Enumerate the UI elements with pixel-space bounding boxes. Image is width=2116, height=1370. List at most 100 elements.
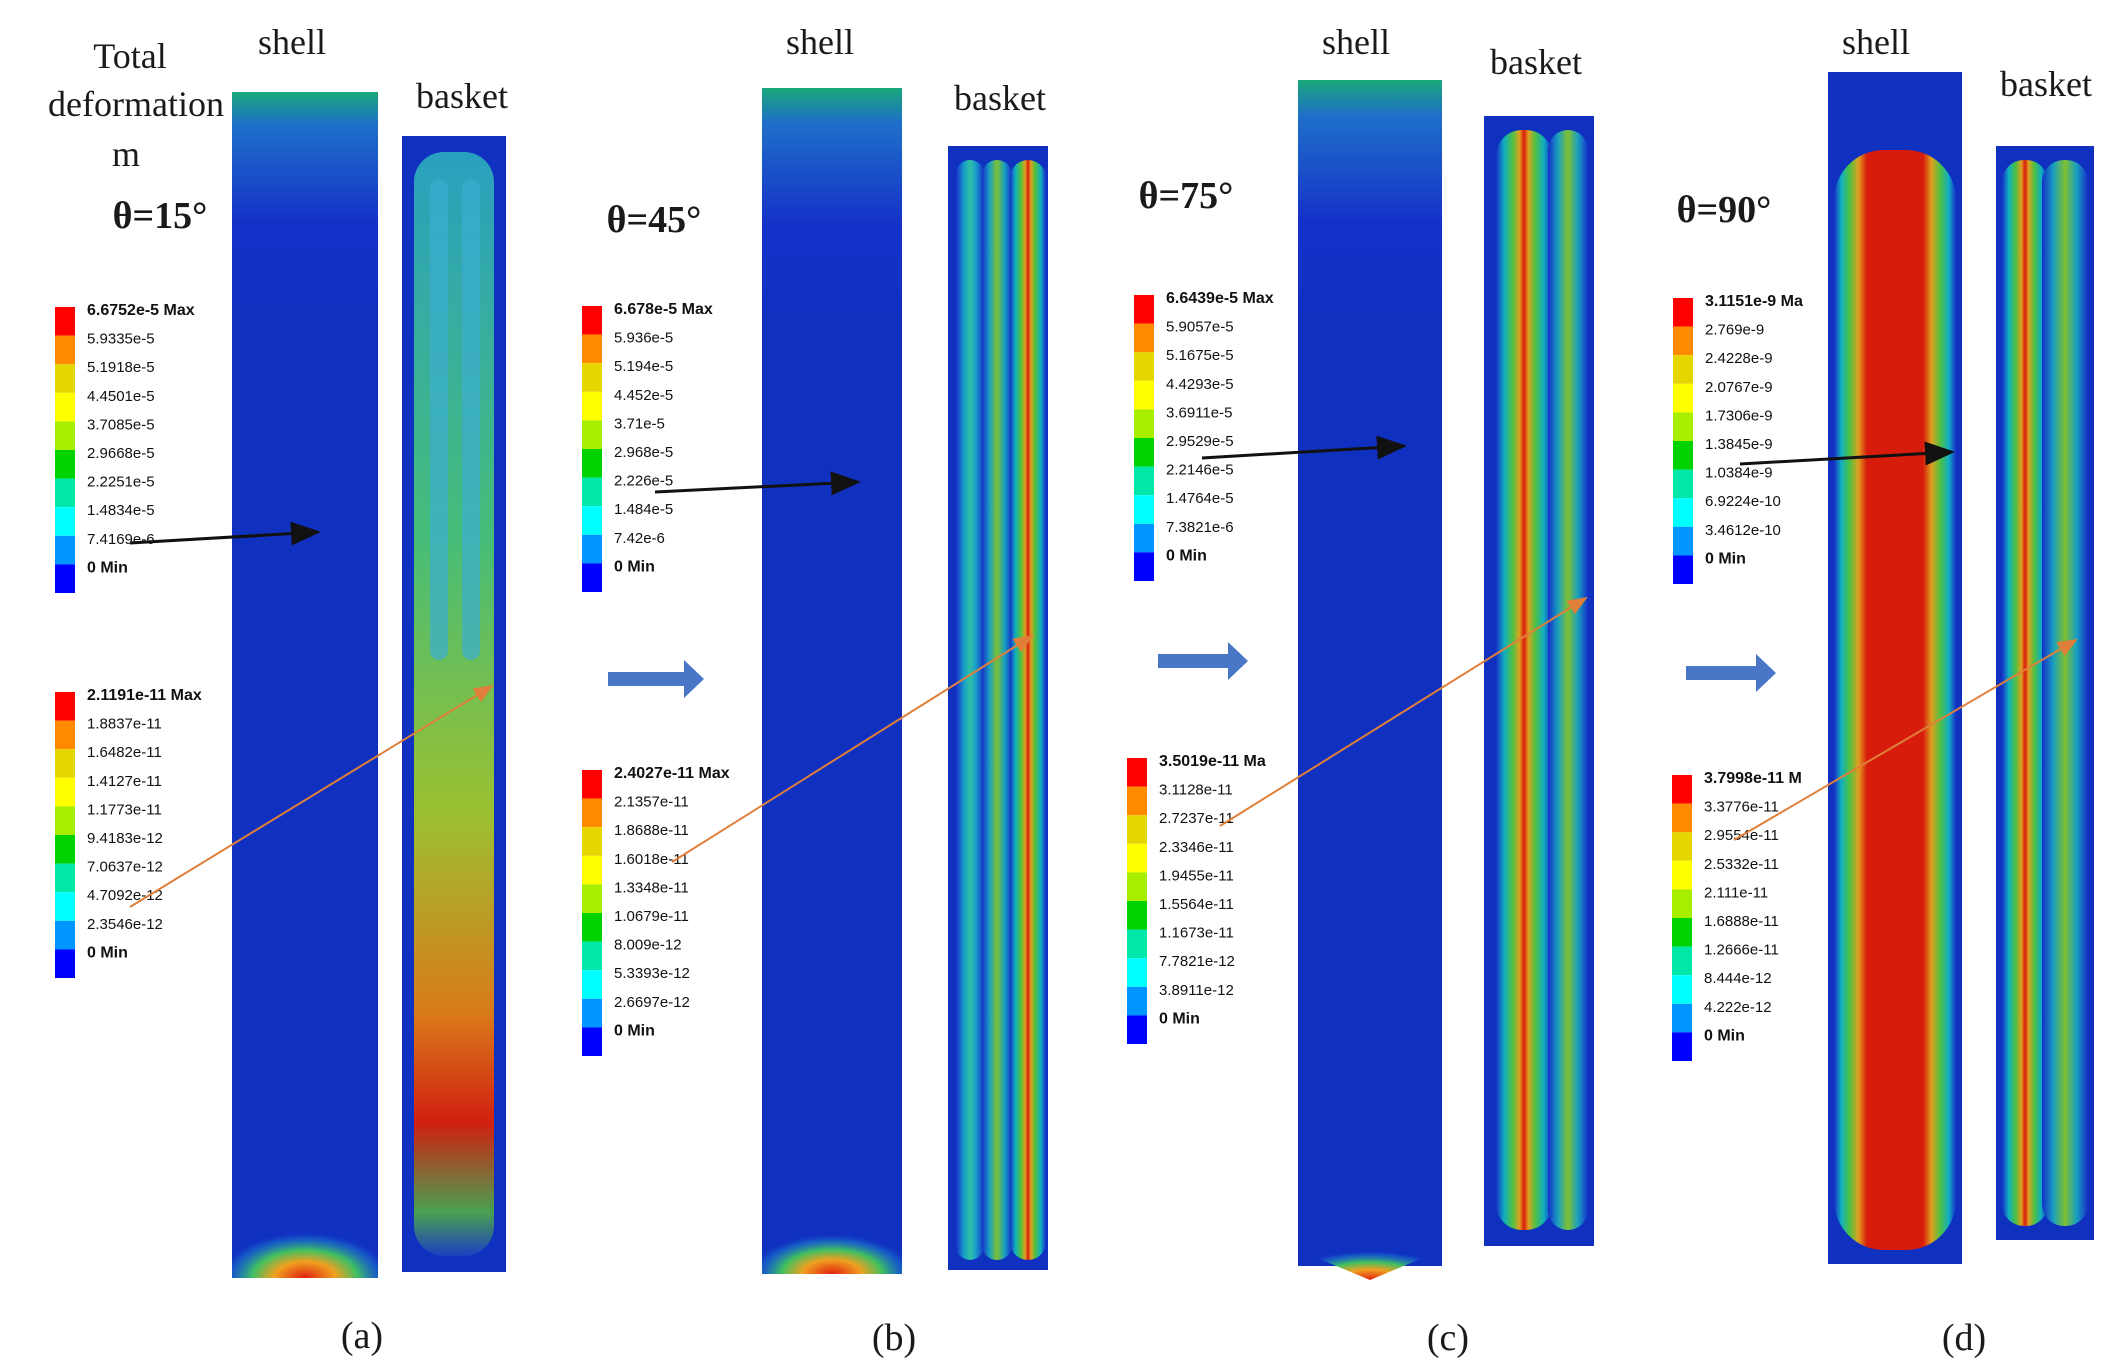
shell-legend-label: 1.4834e-5	[87, 502, 155, 519]
basket-legend-swatch	[1127, 929, 1147, 959]
basket-legend-label: 9.4183e-12	[87, 830, 163, 847]
panel-b: shell basket θ=45° 6.678e-5 Max 5.936e-5 5…	[582, 22, 1048, 1359]
basket-contour-c	[1484, 116, 1594, 1246]
basket-legend-swatch	[1672, 946, 1692, 976]
shell-legend-label: 3.6911e-5	[1166, 404, 1232, 421]
basket-legend-swatch	[1672, 860, 1692, 890]
basket-legend-label: 1.1773e-11	[87, 801, 162, 818]
shell-legend-label: 0 Min	[614, 558, 655, 575]
basket-contour-d	[1996, 146, 2094, 1240]
basket-legend-label: 1.3348e-11	[614, 879, 689, 896]
basket-legend-swatch	[582, 998, 602, 1028]
basket-legend-swatch	[1672, 918, 1692, 947]
angle-label-d: θ=90°	[1677, 189, 1772, 231]
basket-legend-swatch	[1672, 1003, 1692, 1033]
basket-legend-b: 2.4027e-11 Max 2.1357e-11 1.8688e-11 1.6018…	[582, 765, 730, 1056]
shell-legend-label: 5.1918e-5	[87, 359, 155, 376]
basket-legend-label: 5.3393e-12	[614, 965, 690, 982]
caption-b: (b)	[872, 1317, 916, 1359]
shell-legend-swatch	[1134, 295, 1154, 324]
basket-legend-swatch	[55, 806, 75, 835]
shell-legend-swatch	[582, 420, 602, 449]
shell-legend-label: 7.3821e-6	[1166, 519, 1234, 536]
basket-label-d: basket	[2000, 64, 2092, 104]
basket-label-a: basket	[416, 76, 508, 116]
shell-legend-b: 6.678e-5 Max 5.936e-5 5.194e-5 4.452e-5 3.71…	[582, 301, 713, 592]
shell-legend-swatch	[1134, 552, 1154, 581]
shell-legend-label: 5.9057e-5	[1166, 319, 1234, 336]
basket-label-b: basket	[954, 78, 1046, 118]
basket-pointer-arrow-a	[129, 684, 494, 908]
shell-legend-swatch	[55, 307, 75, 336]
basket-legend-swatch	[582, 770, 602, 799]
basket-legend-label: 8.009e-12	[614, 937, 682, 954]
basket-legend-label: 2.7237e-11	[1159, 810, 1234, 827]
shell-legend-swatch	[582, 563, 602, 592]
basket-legend-label: 3.7998e-11 M	[1704, 770, 1802, 787]
basket-legend-swatch	[1672, 832, 1692, 861]
shell-legend-label: 5.936e-5	[614, 330, 673, 347]
basket-legend-label: 0 Min	[614, 1022, 655, 1039]
shell-legend-label: 0 Min	[1166, 547, 1207, 564]
shell-legend-swatch	[1134, 380, 1154, 410]
shell-legend-label: 2.9668e-5	[87, 445, 155, 462]
angle-label-c: θ=75°	[1139, 175, 1234, 217]
basket-legend-swatch	[1127, 958, 1147, 987]
basket-legend-swatch	[1127, 843, 1147, 873]
shell-label-b: shell	[786, 22, 854, 62]
shell-legend-label: 2.4228e-9	[1705, 350, 1773, 367]
basket-legend-label: 1.8837e-11	[87, 716, 162, 733]
shell-legend-label: 6.6439e-5 Max	[1166, 290, 1274, 307]
basket-legend-swatch	[582, 913, 602, 942]
shell-legend-swatch	[1673, 441, 1693, 470]
panel-c: shell basket θ=75° 6.6439e-5 Max 5.9057e-…	[1127, 22, 1594, 1359]
shell-legend-swatch	[582, 449, 602, 478]
shell-legend-d: 3.1151e-9 Ma 2.769e-9 2.4228e-9 2.0767e-9 1.…	[1673, 293, 1803, 584]
basket-legend-label: 7.7821e-12	[1159, 953, 1235, 970]
shell-legend-swatch	[1134, 495, 1154, 524]
basket-legend-swatch	[582, 941, 602, 971]
basket-legend-label: 7.0637e-12	[87, 859, 163, 876]
basket-legend-swatch	[55, 835, 75, 864]
basket-legend-swatch	[55, 720, 75, 750]
shell-legend-label: 2.0767e-9	[1705, 379, 1773, 396]
total-label-line2: deformation	[48, 84, 224, 124]
shell-legend-swatch	[1134, 466, 1154, 496]
shell-legend-label: 2.226e-5	[614, 473, 673, 490]
basket-legend-swatch	[1672, 1032, 1692, 1061]
basket-legend-swatch	[1127, 758, 1147, 787]
shell-legend-swatch	[1673, 412, 1693, 441]
transition-arrow-ab	[608, 660, 704, 698]
shell-legend-swatch	[55, 564, 75, 593]
basket-legend-label: 4.7092e-12	[87, 887, 163, 904]
basket-legend-label: 1.6018e-11	[614, 851, 689, 868]
basket-legend-swatch	[55, 692, 75, 721]
basket-legend-a: 2.1191e-11 Max 1.8837e-11 1.6482e-11 1.4127…	[55, 687, 202, 978]
shell-label-d: shell	[1842, 22, 1910, 62]
shell-legend-swatch	[1134, 352, 1154, 381]
basket-legend-swatch	[55, 777, 75, 807]
shell-legend-swatch	[55, 478, 75, 508]
shell-legend-swatch	[1673, 526, 1693, 556]
shell-label-c: shell	[1322, 22, 1390, 62]
shell-legend-swatch	[1673, 469, 1693, 499]
basket-legend-label: 1.5564e-11	[1159, 896, 1234, 913]
basket-legend-swatch	[1127, 815, 1147, 844]
shell-legend-swatch	[582, 477, 602, 507]
shell-legend-swatch	[582, 334, 602, 364]
basket-legend-swatch	[55, 892, 75, 921]
shell-legend-label: 6.9224e-10	[1705, 493, 1781, 510]
shell-legend-label: 4.452e-5	[614, 387, 673, 404]
shell-legend-swatch	[1673, 555, 1693, 584]
shell-legend-swatch	[1673, 326, 1693, 356]
basket-pointer-arrow-b	[671, 634, 1034, 863]
shell-legend-label: 5.9335e-5	[87, 331, 155, 348]
basket-legend-label: 3.5019e-11 Ma	[1159, 753, 1266, 770]
basket-legend-label: 2.3346e-11	[1159, 839, 1234, 856]
basket-legend-label: 1.0679e-11	[614, 908, 689, 925]
basket-legend-label: 1.6482e-11	[87, 744, 162, 761]
shell-legend-label: 3.7085e-5	[87, 416, 155, 433]
shell-label-a: shell	[258, 22, 326, 62]
basket-legend-swatch	[55, 949, 75, 978]
shell-legend-swatch	[1673, 498, 1693, 527]
